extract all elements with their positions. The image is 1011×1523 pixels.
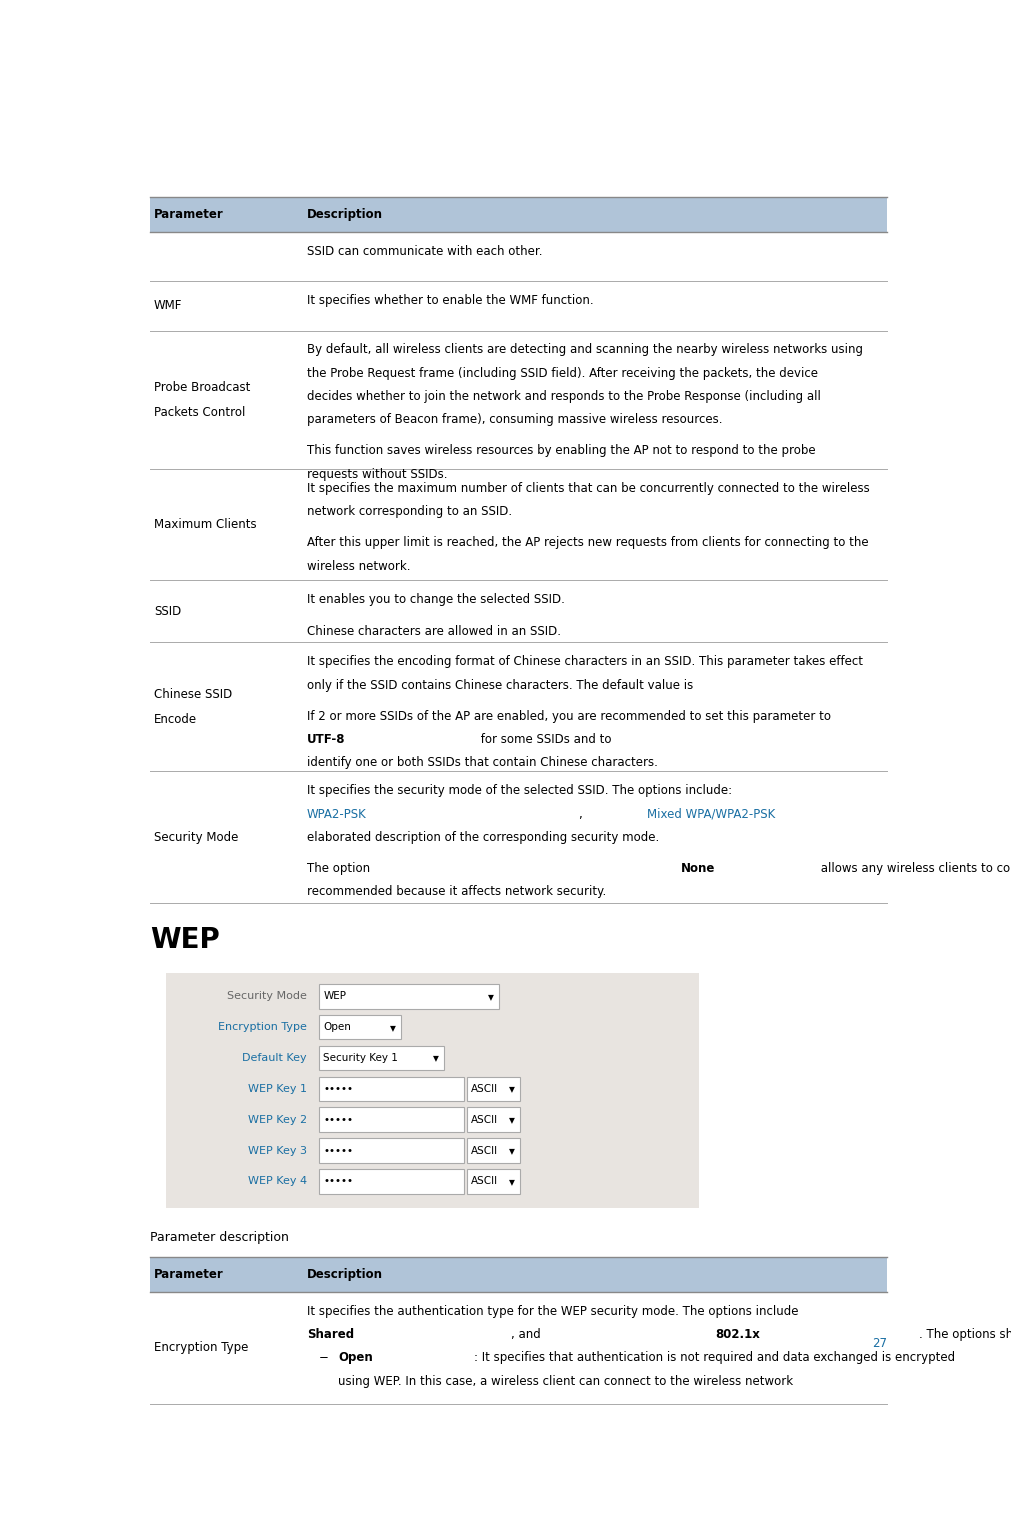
Text: It specifies the maximum number of clients that can be concurrently connected to: It specifies the maximum number of clien… <box>306 481 868 495</box>
FancyBboxPatch shape <box>150 1256 887 1292</box>
Text: ▾: ▾ <box>509 1113 515 1125</box>
Text: only if the SSID contains Chinese characters. The default value is: only if the SSID contains Chinese charac… <box>306 679 697 691</box>
Text: ▾: ▾ <box>390 1020 395 1034</box>
Text: decides whether to join the network and responds to the Probe Response (includin: decides whether to join the network and … <box>306 390 820 402</box>
Text: Encryption Type: Encryption Type <box>217 1022 306 1033</box>
Text: WEP: WEP <box>150 926 219 955</box>
Text: wireless network.: wireless network. <box>306 559 410 573</box>
Text: ASCII: ASCII <box>470 1176 497 1186</box>
Text: ASCII: ASCII <box>470 1084 497 1094</box>
Text: ▾: ▾ <box>433 1051 439 1065</box>
Text: Parameter: Parameter <box>154 1269 223 1281</box>
Text: It enables you to change the selected SSID.: It enables you to change the selected SS… <box>306 594 564 606</box>
FancyBboxPatch shape <box>318 1138 463 1164</box>
Text: Probe Broadcast: Probe Broadcast <box>154 381 250 394</box>
Text: It specifies the security mode of the selected SSID. The options include:: It specifies the security mode of the se… <box>306 784 735 798</box>
Text: ▾: ▾ <box>509 1174 515 1188</box>
Text: Security Mode: Security Mode <box>226 991 306 1001</box>
Text: Parameter description: Parameter description <box>150 1231 288 1244</box>
Text: ▾: ▾ <box>509 1144 515 1157</box>
Text: Open: Open <box>324 1022 351 1033</box>
Text: Chinese SSID: Chinese SSID <box>154 688 232 701</box>
FancyBboxPatch shape <box>318 1107 463 1132</box>
Text: Description: Description <box>306 209 382 221</box>
Text: −: − <box>318 1351 329 1365</box>
Text: This function saves wireless resources by enabling the AP not to respond to the : This function saves wireless resources b… <box>306 445 815 457</box>
Text: Description: Description <box>306 1269 382 1281</box>
Text: requests without SSIDs.: requests without SSIDs. <box>306 468 447 481</box>
Text: parameters of Beacon frame), consuming massive wireless resources.: parameters of Beacon frame), consuming m… <box>306 413 722 426</box>
Text: ,: , <box>578 807 585 821</box>
Text: Maximum Clients: Maximum Clients <box>154 518 257 532</box>
Text: It specifies whether to enable the WMF function.: It specifies whether to enable the WMF f… <box>306 294 592 308</box>
Text: elaborated description of the corresponding security mode.: elaborated description of the correspond… <box>306 830 658 844</box>
Text: •••••: ••••• <box>324 1115 353 1125</box>
Text: Security Mode: Security Mode <box>154 830 238 844</box>
Text: ASCII: ASCII <box>470 1115 497 1125</box>
Text: It specifies the authentication type for the WEP security mode. The options incl: It specifies the authentication type for… <box>306 1305 802 1317</box>
Text: None: None <box>680 862 715 876</box>
Text: WPA2-PSK: WPA2-PSK <box>306 807 366 821</box>
Text: WMF: WMF <box>154 300 182 312</box>
FancyBboxPatch shape <box>318 1170 463 1194</box>
Text: Shared: Shared <box>306 1328 354 1342</box>
Text: for some SSIDs and to: for some SSIDs and to <box>476 733 615 746</box>
FancyBboxPatch shape <box>166 973 699 1208</box>
Text: •••••: ••••• <box>324 1176 353 1186</box>
Text: •••••: ••••• <box>324 1145 353 1156</box>
Text: WEP Key 2: WEP Key 2 <box>248 1115 306 1125</box>
FancyBboxPatch shape <box>318 984 498 1008</box>
Text: Security Key 1: Security Key 1 <box>324 1052 398 1063</box>
FancyBboxPatch shape <box>466 1107 520 1132</box>
Text: ▾: ▾ <box>487 990 493 1002</box>
Text: SSID can communicate with each other.: SSID can communicate with each other. <box>306 245 542 257</box>
FancyBboxPatch shape <box>318 1046 444 1071</box>
Text: ASCII: ASCII <box>470 1145 497 1156</box>
Text: It specifies the encoding format of Chinese characters in an SSID. This paramete: It specifies the encoding format of Chin… <box>306 655 862 669</box>
Text: WEP: WEP <box>324 991 346 1001</box>
Text: allows any wireless clients to connect to the AP. This option is not: allows any wireless clients to connect t… <box>816 862 1011 876</box>
Text: 27: 27 <box>871 1337 887 1349</box>
FancyBboxPatch shape <box>318 1014 400 1040</box>
FancyBboxPatch shape <box>466 1170 520 1194</box>
Text: Mixed WPA/WPA2-PSK: Mixed WPA/WPA2-PSK <box>646 807 774 821</box>
Text: WEP Key 4: WEP Key 4 <box>248 1176 306 1186</box>
Text: network corresponding to an SSID.: network corresponding to an SSID. <box>306 506 512 518</box>
Text: WEP Key 3: WEP Key 3 <box>248 1145 306 1156</box>
Text: 802.1x: 802.1x <box>714 1328 759 1342</box>
Text: •••••: ••••• <box>324 1084 353 1094</box>
Text: SSID: SSID <box>154 605 181 618</box>
Text: ▾: ▾ <box>509 1083 515 1095</box>
Text: Chinese characters are allowed in an SSID.: Chinese characters are allowed in an SSI… <box>306 624 560 638</box>
Text: Parameter: Parameter <box>154 209 223 221</box>
Text: Default Key: Default Key <box>242 1052 306 1063</box>
FancyBboxPatch shape <box>466 1138 520 1164</box>
Text: Encryption Type: Encryption Type <box>154 1342 248 1354</box>
Text: After this upper limit is reached, the AP rejects new requests from clients for : After this upper limit is reached, the A… <box>306 536 867 550</box>
Text: WEP Key 1: WEP Key 1 <box>248 1084 306 1094</box>
FancyBboxPatch shape <box>466 1077 520 1101</box>
Text: using WEP. In this case, a wireless client can connect to the wireless network: using WEP. In this case, a wireless clie… <box>338 1375 793 1387</box>
Text: The option: The option <box>306 862 373 876</box>
Text: the Probe Request frame (including SSID field). After receiving the packets, the: the Probe Request frame (including SSID … <box>306 367 817 379</box>
Text: Encode: Encode <box>154 713 197 726</box>
Text: Packets Control: Packets Control <box>154 405 245 419</box>
Text: : It specifies that authentication is not required and data exchanged is encrypt: : It specifies that authentication is no… <box>474 1351 954 1365</box>
Text: recommended because it affects network security.: recommended because it affects network s… <box>306 885 606 899</box>
Text: . The options share the same encryption process.: . The options share the same encryption … <box>918 1328 1011 1342</box>
Text: UTF-8: UTF-8 <box>306 733 345 746</box>
Text: By default, all wireless clients are detecting and scanning the nearby wireless : By default, all wireless clients are det… <box>306 343 862 356</box>
FancyBboxPatch shape <box>318 1077 463 1101</box>
FancyBboxPatch shape <box>150 196 887 231</box>
Text: Open: Open <box>338 1351 373 1365</box>
Text: , and: , and <box>511 1328 544 1342</box>
Text: identify one or both SSIDs that contain Chinese characters.: identify one or both SSIDs that contain … <box>306 757 657 769</box>
Text: If 2 or more SSIDs of the AP are enabled, you are recommended to set this parame: If 2 or more SSIDs of the AP are enabled… <box>306 710 830 723</box>
